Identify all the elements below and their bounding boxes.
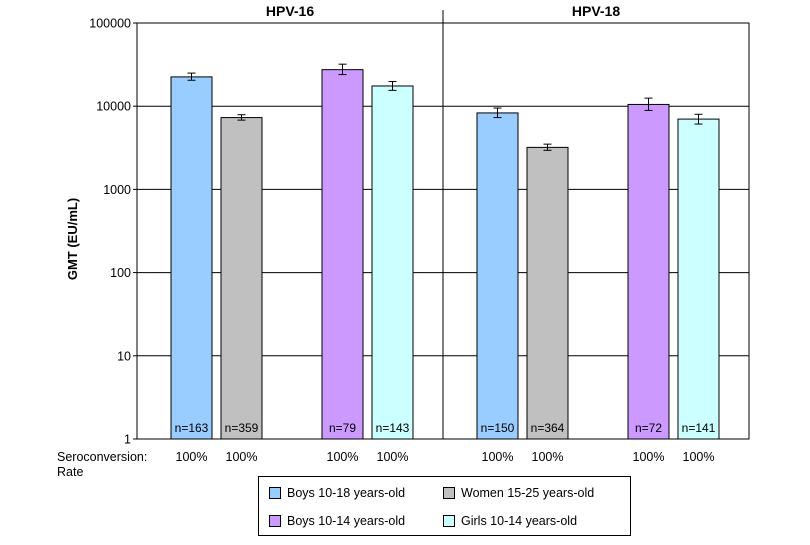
bar-group: n=141: [677, 113, 720, 440]
legend-label: Boys 10-18 years-old: [287, 486, 406, 500]
legend-swatch-women-15-25: [443, 487, 455, 499]
legend-label: Women 15-25 years-old: [461, 486, 595, 500]
legend-label: Boys 10-14 years-old: [287, 514, 406, 528]
n-label: n=163: [175, 421, 209, 435]
legend-item-boys-10-18: Boys 10-18 years-old: [269, 486, 405, 500]
n-label: n=359: [225, 421, 259, 435]
bar-group: n=364: [526, 143, 569, 440]
seroconversion-rate: 100%: [532, 450, 564, 464]
seroconversion-rate: 100%: [482, 450, 514, 464]
seroconversion-rate: 100%: [633, 450, 665, 464]
bar: [677, 118, 720, 440]
n-label: n=150: [481, 421, 515, 435]
legend: Boys 10-18 years-old Women 15-25 years-o…: [258, 476, 631, 536]
bars: n=163 n=359 n=79 n=143 n=150 n=364 n=72 n=141: [170, 63, 720, 440]
seroconversion-rate: 100%: [377, 450, 409, 464]
seroconversion-rate: 100%: [226, 450, 258, 464]
n-label: n=143: [376, 421, 410, 435]
legend-swatch-boys-10-14: [269, 515, 281, 527]
bar: [321, 69, 364, 440]
bar-group: n=79: [321, 63, 364, 440]
panel-title-hpv18: HPV-18: [572, 3, 620, 19]
panel-title-hpv16: HPV-16: [266, 3, 314, 19]
seroconversion-rate: 100%: [683, 450, 715, 464]
legend-swatch-boys-10-18: [269, 487, 281, 499]
y-tick-label: 1000: [103, 183, 131, 197]
legend-label: Girls 10-14 years-old: [461, 514, 578, 528]
bar: [526, 146, 569, 440]
legend-item-women-15-25: Women 15-25 years-old: [443, 486, 594, 500]
y-tick-label: 100000: [89, 17, 131, 31]
y-tick-label: 10: [117, 349, 131, 363]
bar: [476, 112, 519, 440]
plot-frame: [136, 10, 750, 440]
seroconversion-label: Seroconversion:: [57, 450, 147, 464]
bar: [220, 117, 263, 440]
bar-group: n=163: [170, 72, 213, 440]
y-axis-label: GMT (EU/mL): [65, 198, 80, 280]
n-label: n=79: [329, 421, 356, 435]
bar-group: n=143: [371, 81, 414, 440]
n-label: n=72: [635, 421, 662, 435]
bar-group: n=72: [627, 97, 670, 440]
bar: [371, 85, 414, 440]
legend-swatch-girls-10-14: [443, 515, 455, 527]
bar-group: n=150: [476, 107, 519, 440]
legend-item-boys-10-14: Boys 10-14 years-old: [269, 514, 405, 528]
y-tick-labels: 1 10 100 1000 10000 100000: [89, 17, 131, 447]
seroconversion-rates: 100% 100% 100% 100% 100% 100% 100% 100%: [176, 450, 715, 464]
legend-item-girls-10-14: Girls 10-14 years-old: [443, 514, 577, 528]
bar-group: n=359: [220, 114, 263, 440]
y-tick-label: 10000: [96, 100, 131, 114]
seroconversion-rate: 100%: [327, 450, 359, 464]
n-label: n=364: [531, 421, 565, 435]
bar: [627, 103, 670, 440]
n-label: n=141: [682, 421, 716, 435]
y-tick-label: 1: [124, 433, 131, 447]
seroconversion-rate: 100%: [176, 450, 208, 464]
rate-label: Rate: [57, 465, 83, 479]
y-tick-label: 100: [110, 266, 131, 280]
bar: [170, 76, 213, 440]
